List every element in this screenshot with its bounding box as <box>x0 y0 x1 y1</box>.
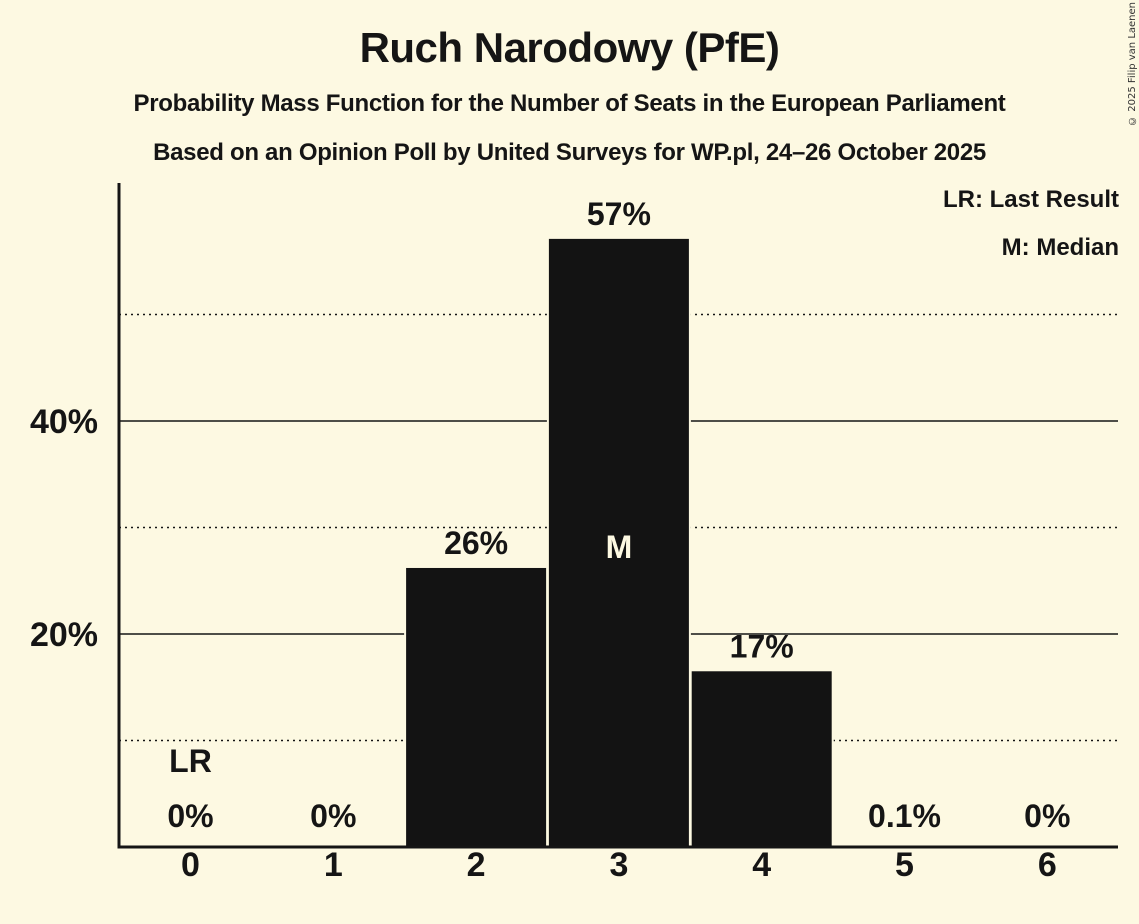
x-tick-label: 0 <box>181 846 200 884</box>
chart-title: Ruch Narodowy (PfE) <box>359 24 780 71</box>
chart-source: Based on an Opinion Poll by United Surve… <box>153 139 986 166</box>
y-tick-label: 40% <box>30 403 98 441</box>
x-tick-label: 3 <box>609 846 628 884</box>
bar-4 <box>691 671 832 847</box>
value-label: 0.1% <box>868 798 941 834</box>
x-tick-label: 6 <box>1038 846 1057 884</box>
value-label: 17% <box>730 628 794 664</box>
legend-median: M: Median <box>1001 234 1119 261</box>
value-label: 0% <box>1024 798 1070 834</box>
value-label: 26% <box>444 525 508 561</box>
bar-gap <box>832 843 977 847</box>
last-result-marker: LR <box>169 743 212 779</box>
value-label: 0% <box>167 798 213 834</box>
bar-3 <box>548 238 689 847</box>
y-tick-label: 20% <box>30 616 98 654</box>
bar-2 <box>406 567 547 847</box>
value-label: 0% <box>310 798 356 834</box>
x-tick-label: 4 <box>752 846 771 884</box>
chart-subtitle: Probability Mass Function for the Number… <box>133 90 1006 117</box>
median-marker: M <box>606 529 633 565</box>
value-label: 57% <box>587 196 651 232</box>
x-tick-label: 2 <box>467 846 486 884</box>
x-tick-label: 1 <box>324 846 343 884</box>
legend-last-result: LR: Last Result <box>942 186 1119 213</box>
x-tick-label: 5 <box>895 846 914 884</box>
